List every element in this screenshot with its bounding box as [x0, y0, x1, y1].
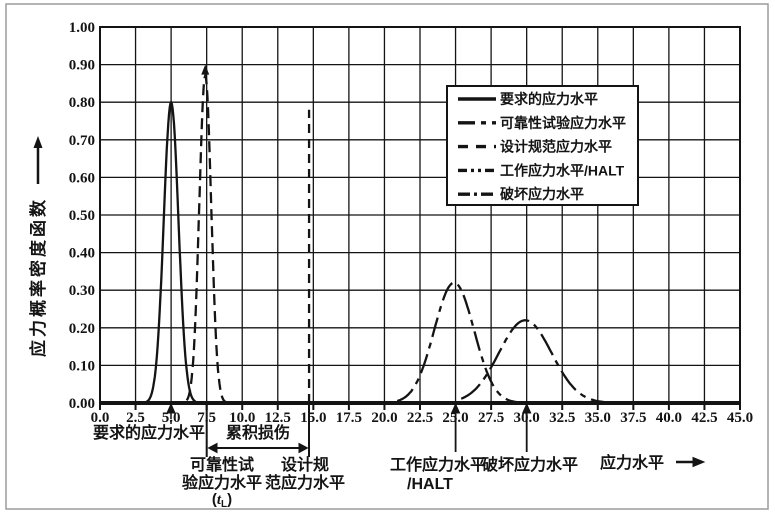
x-tick-label: 32.5 — [549, 410, 575, 426]
x-tick-label: 12.5 — [265, 410, 291, 426]
cumulative-damage-arrow-right-icon — [298, 442, 309, 454]
cumulative-damage-arrow-left-icon — [207, 442, 218, 454]
curves — [142, 64, 606, 405]
x-tick-label: 2.5 — [126, 410, 145, 426]
curve-4 — [460, 319, 606, 404]
annotation-reliability-line2: 验应力水平 — [182, 473, 262, 492]
annotation-working-line2: /HALT — [407, 476, 453, 493]
grid — [99, 26, 741, 405]
annotation-damage: 破坏应力水平 — [482, 455, 578, 474]
x-tick-label: 35.0 — [585, 410, 611, 426]
annotation-working-line1: 工作应力水平 — [390, 455, 486, 474]
axis-ticks: 0.02.55.07.510.012.515.017.520.022.525.0… — [69, 20, 753, 426]
x-axis-title-arrow-icon — [692, 456, 706, 468]
legend-item-label-1: 可靠性试验应力水平 — [500, 115, 626, 131]
y-tick-label: 0.90 — [69, 58, 95, 74]
legend-item-label-3: 工作应力水平/HALT — [500, 162, 625, 178]
x-tick-label: 0.0 — [91, 410, 110, 426]
x-tick-label: 42.5 — [691, 410, 717, 426]
x-tick-label: 10.0 — [229, 410, 255, 426]
x-tick-label: 20.0 — [371, 410, 397, 426]
curve-1 — [185, 72, 231, 405]
legend-item-label-0: 要求的应力水平 — [500, 91, 598, 107]
x-tick-label: 22.5 — [407, 410, 433, 426]
legend-item-label-2: 设计规范应力水平 — [500, 139, 612, 155]
x-axis-title: 应力水平 — [600, 453, 664, 472]
y-tick-label: 0.30 — [69, 283, 95, 299]
y-tick-label: 0.10 — [69, 358, 95, 374]
curve-1-arrow-icon — [201, 64, 210, 75]
legend-item-label-4: 破坏应力水平 — [500, 186, 584, 202]
y-tick-label: 0.40 — [69, 246, 95, 262]
y-tick-label: 1.00 — [69, 20, 95, 36]
annotation-required: 要求的应力水平 — [93, 423, 205, 442]
annotation-design-line1: 设计规 — [281, 455, 329, 474]
y-axis-title: 应力概率密度函数 — [28, 197, 48, 357]
y-axis-arrow-icon — [33, 136, 43, 148]
x-tick-label: 27.5 — [478, 410, 504, 426]
y-tick-label: 0.20 — [69, 321, 95, 337]
x-tick-label: 45.0 — [727, 410, 753, 426]
annotation-reliability-symbol: (tL) — [212, 491, 232, 510]
annotation-reliability-line1: 可靠性试 — [190, 455, 254, 474]
curve-0 — [142, 99, 203, 405]
curve-3 — [396, 281, 517, 404]
outer-border — [5, 3, 769, 510]
x-tick-label: 15.0 — [300, 410, 326, 426]
y-tick-label: 0.60 — [69, 170, 95, 186]
x-tick-label: 40.0 — [656, 410, 682, 426]
annotation-leaders — [166, 402, 706, 468]
y-tick-label: 0.80 — [69, 95, 95, 111]
x-tick-label: 37.5 — [620, 410, 646, 426]
y-tick-label: 0.00 — [69, 396, 95, 412]
x-tick-label: 17.5 — [336, 410, 362, 426]
annotation-design-line2: 范应力水平 — [265, 473, 345, 492]
annotation-cumulative-damage: 累积损伤 — [226, 423, 290, 442]
y-tick-label: 0.50 — [69, 208, 95, 224]
y-tick-label: 0.70 — [69, 133, 95, 149]
